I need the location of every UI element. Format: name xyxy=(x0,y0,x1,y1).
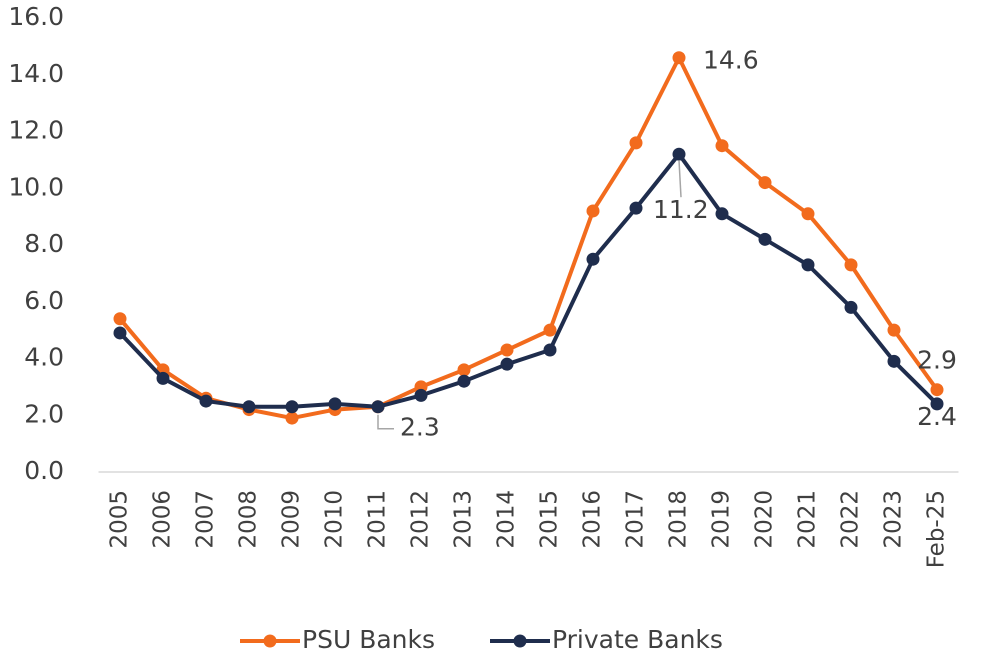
x-tick-label: 2007 xyxy=(193,490,219,549)
x-tick-label: 2006 xyxy=(150,490,176,549)
series-marker xyxy=(758,176,772,190)
series-line xyxy=(118,152,939,409)
series-marker xyxy=(672,147,686,161)
legend-marker xyxy=(513,634,527,648)
legend-label: Private Banks xyxy=(552,625,723,654)
series-line xyxy=(118,55,939,421)
series-marker xyxy=(844,258,858,272)
x-tick-label: 2018 xyxy=(666,490,692,549)
x-tick-label: 2016 xyxy=(580,490,606,549)
y-tick-label: 6.0 xyxy=(24,286,64,315)
series-marker xyxy=(801,207,815,221)
series-marker xyxy=(930,383,944,397)
legend-marker xyxy=(263,634,277,648)
series-marker xyxy=(414,388,428,402)
series-marker xyxy=(285,411,299,425)
x-tick-label: 2020 xyxy=(752,490,778,549)
series-marker xyxy=(801,258,815,272)
x-tick-label: 2014 xyxy=(494,490,520,549)
legend-label: PSU Banks xyxy=(302,625,435,654)
series-marker xyxy=(672,51,686,65)
series-marker xyxy=(844,300,858,314)
series-marker xyxy=(113,326,127,340)
series-marker xyxy=(457,374,471,388)
series-marker xyxy=(930,397,944,411)
series-marker xyxy=(371,400,385,414)
data-label: 14.6 xyxy=(703,46,759,75)
data-label: 2.3 xyxy=(400,413,440,442)
x-tick-label: 2012 xyxy=(408,490,434,549)
series-marker xyxy=(328,397,342,411)
x-tick-label: 2023 xyxy=(881,490,907,549)
series-marker xyxy=(586,252,600,266)
y-tick-label: 12.0 xyxy=(8,116,64,145)
series-marker xyxy=(629,201,643,215)
series-marker xyxy=(543,323,557,337)
y-tick-label: 14.0 xyxy=(8,59,64,88)
x-tick-label: 2019 xyxy=(709,490,735,549)
y-tick-label: 4.0 xyxy=(24,343,64,372)
label-leader xyxy=(678,160,682,198)
y-tick-label: 10.0 xyxy=(8,172,64,201)
series-marker xyxy=(629,136,643,150)
data-label: 11.2 xyxy=(653,195,709,224)
label-leader xyxy=(377,414,394,430)
series-marker xyxy=(543,343,557,357)
y-tick-label: 2.0 xyxy=(24,399,64,428)
x-tick-label: 2008 xyxy=(236,490,262,549)
x-tick-label: 2022 xyxy=(838,490,864,549)
y-tick-label: 8.0 xyxy=(24,229,64,258)
x-tick-label: 2010 xyxy=(322,490,348,549)
series-marker xyxy=(715,139,729,153)
x-tick-label: 2009 xyxy=(279,490,305,549)
series-marker xyxy=(156,371,170,385)
series-marker xyxy=(457,363,471,377)
x-tick-label: 2005 xyxy=(107,490,133,549)
series-marker xyxy=(500,343,514,357)
series-marker xyxy=(887,354,901,368)
series-marker xyxy=(715,207,729,221)
series-marker xyxy=(113,312,127,326)
y-tick-label: 16.0 xyxy=(8,2,64,31)
series-marker xyxy=(758,232,772,246)
x-tick-label: 2017 xyxy=(623,490,649,549)
x-tick-label: 2015 xyxy=(537,490,563,549)
x-tick-label: 2011 xyxy=(365,490,391,549)
series-marker xyxy=(586,204,600,218)
y-tick-label: 0.0 xyxy=(24,456,64,485)
series-marker xyxy=(887,323,901,337)
x-tick-label: 2021 xyxy=(795,490,821,549)
data-label: 2.4 xyxy=(917,402,957,431)
series-marker xyxy=(285,400,299,414)
x-tick-label: 2013 xyxy=(451,490,477,549)
x-tick-label: Feb-25 xyxy=(924,490,950,568)
series-marker xyxy=(242,400,256,414)
series-marker xyxy=(500,357,514,371)
series-marker xyxy=(199,394,213,408)
data-label: 2.9 xyxy=(917,346,957,375)
